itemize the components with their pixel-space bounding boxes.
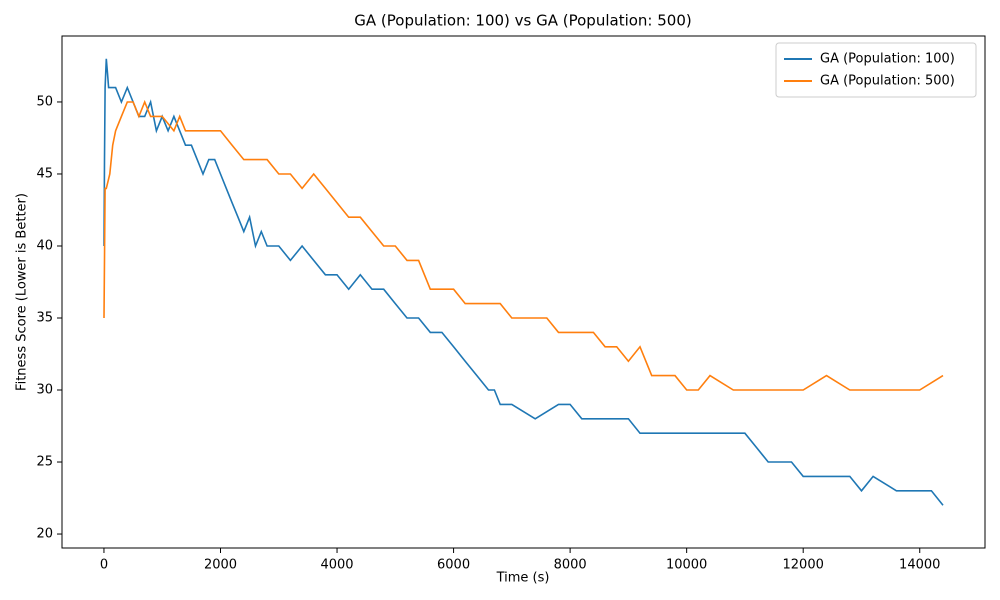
line-series <box>103 58 944 506</box>
x-tick-label: 8000 <box>554 558 587 573</box>
y-tick-label: 25 <box>36 455 53 470</box>
x-tick-label: 2000 <box>204 558 237 573</box>
x-tick-label: 12000 <box>783 558 824 573</box>
legend: GA (Population: 100) GA (Population: 500) <box>775 42 977 98</box>
y-axis-label: Fitness Score (Lower is Better) <box>15 193 30 391</box>
plot-frame <box>61 35 986 549</box>
y-tick-label: 45 <box>36 166 53 181</box>
x-tick-label: 4000 <box>320 558 353 573</box>
legend-label: GA (Population: 500) <box>820 74 955 89</box>
y-tick-label: 35 <box>36 310 53 325</box>
x-axis-label: Time (s) <box>496 571 550 586</box>
x-tick-label: 0 <box>100 558 108 573</box>
y-tick-label: 50 <box>36 94 53 109</box>
y-tick-label: 30 <box>36 383 53 398</box>
line-series <box>103 99 944 391</box>
legend-label: GA (Population: 100) <box>820 52 955 67</box>
y-tick-label: 40 <box>36 238 53 253</box>
chart-title: GA (Population: 100) vs GA (Population: … <box>354 12 691 30</box>
legend-box <box>775 42 977 98</box>
x-tick-label: 10000 <box>666 558 707 573</box>
y-tick-label: 20 <box>36 527 53 542</box>
x-tick-label: 6000 <box>437 558 470 573</box>
x-tick-label: 14000 <box>899 558 940 573</box>
